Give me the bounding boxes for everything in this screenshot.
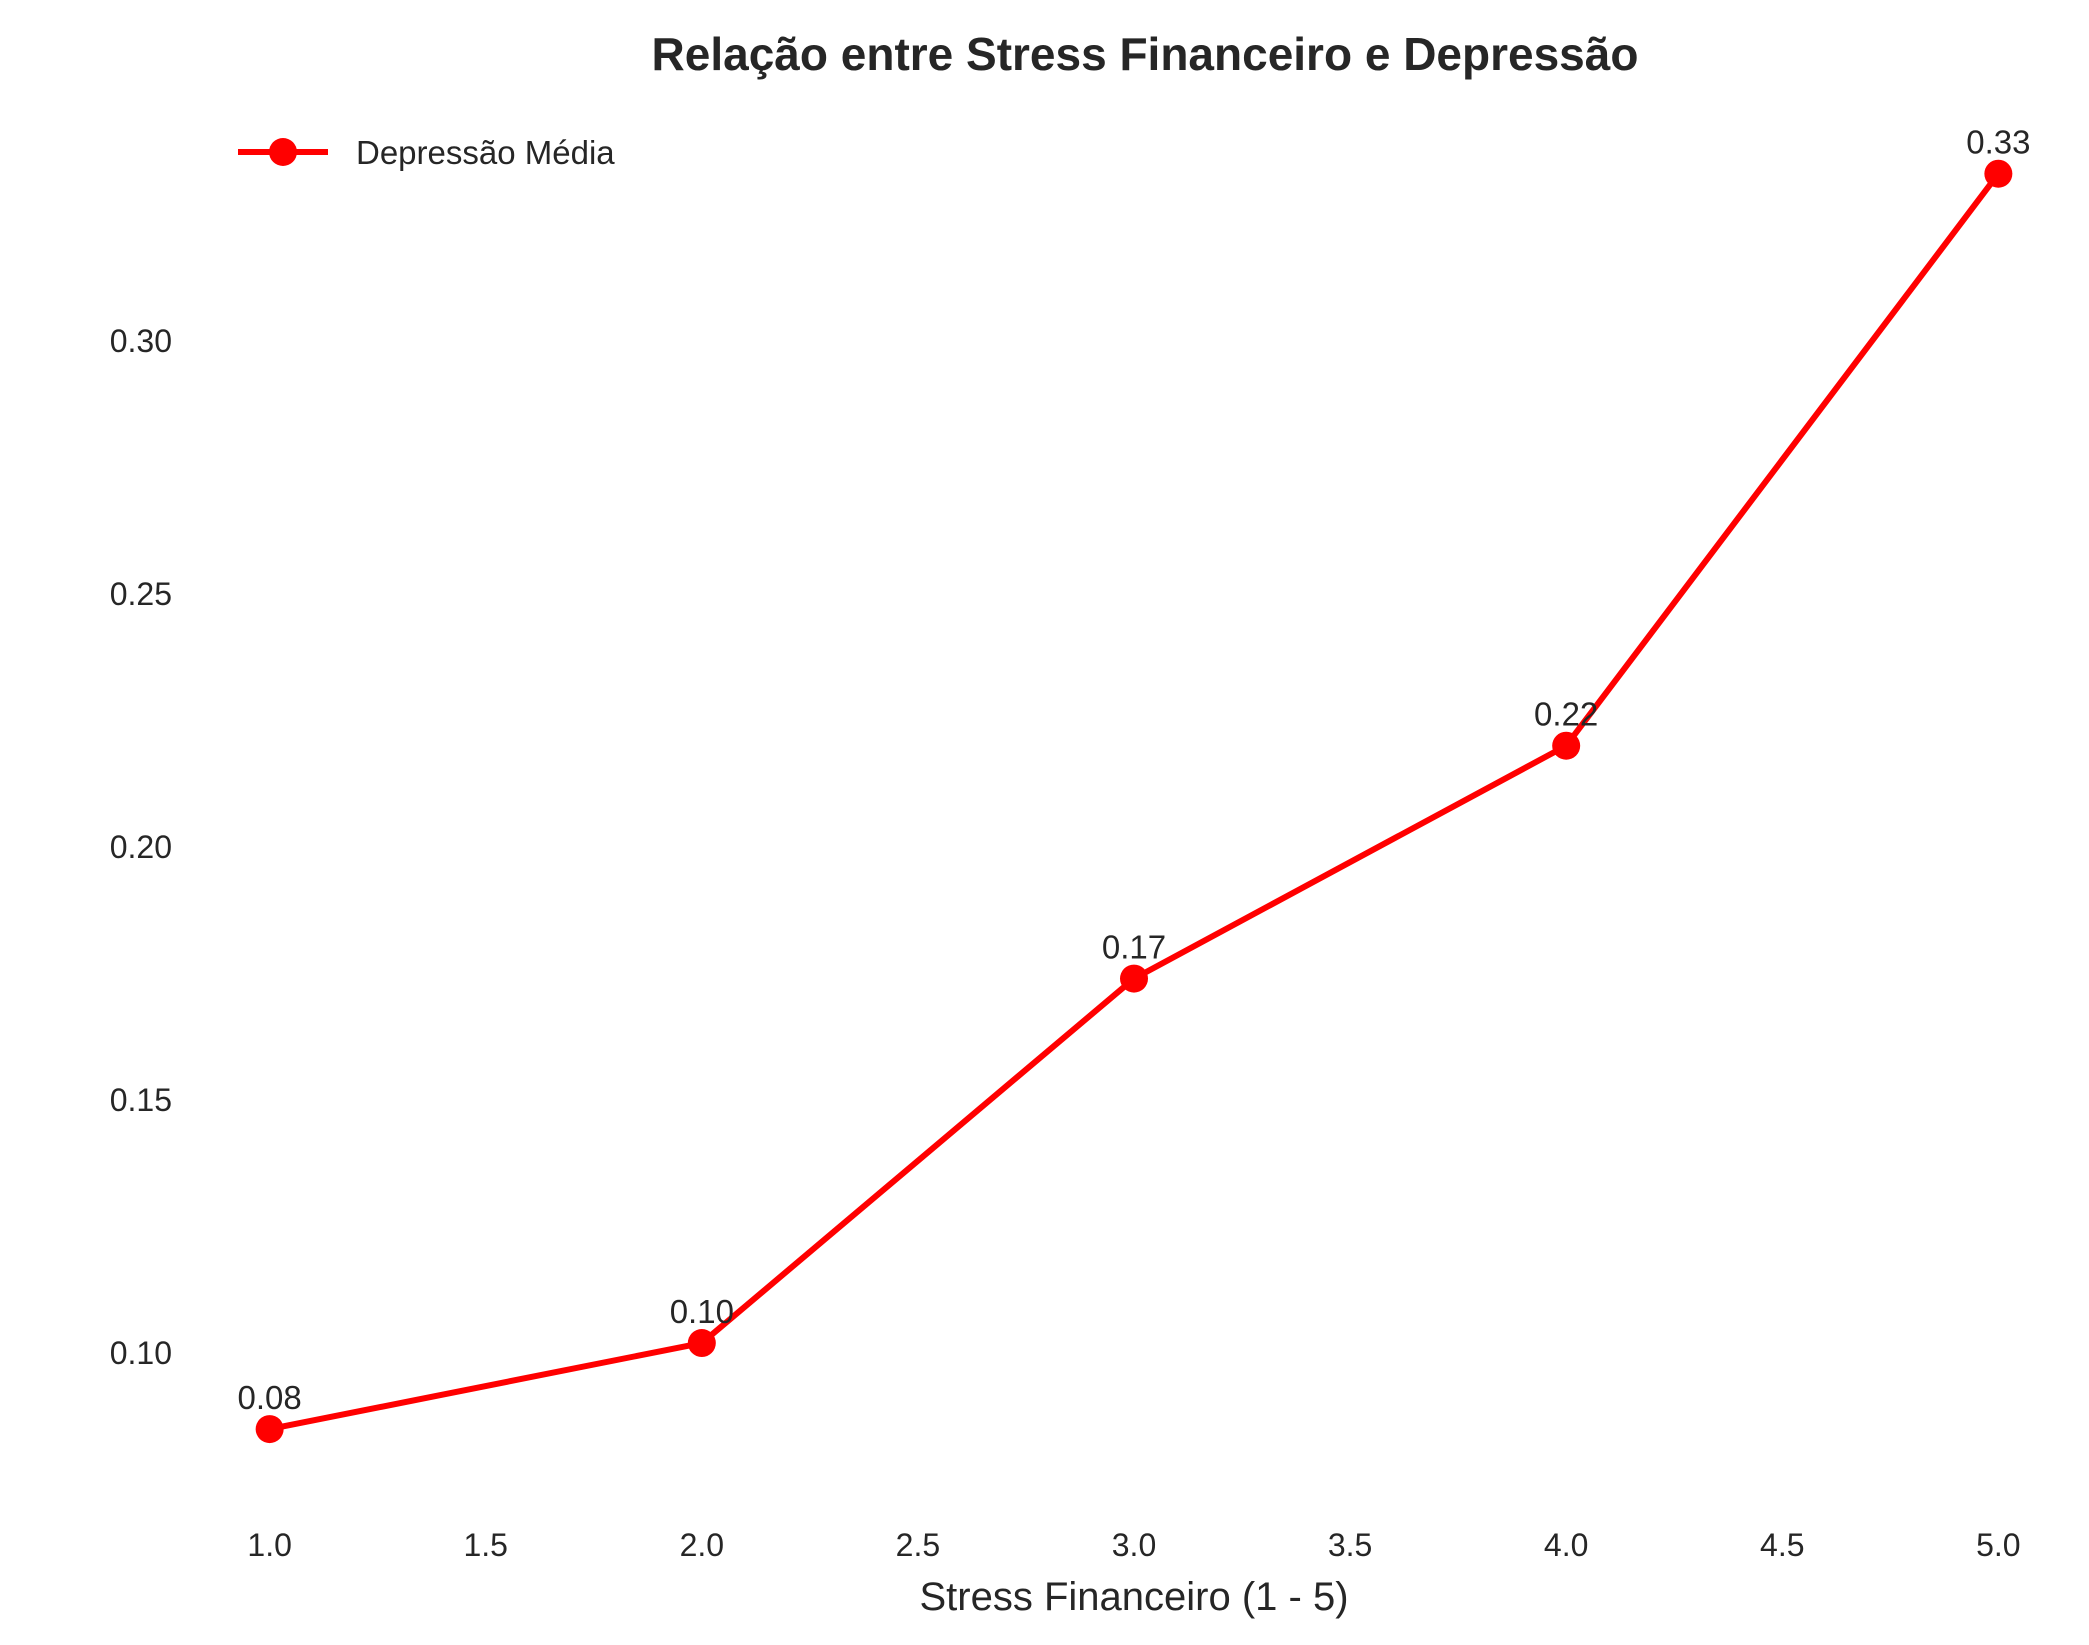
chart-title: Relação entre Stress Financeiro e Depres… <box>652 28 1639 80</box>
data-label: 0.22 <box>1534 696 1598 733</box>
x-axis-ticks: 1.0 1.5 2.0 2.5 3.0 3.5 4.0 4.5 5.0 <box>247 1527 2020 1563</box>
series-line <box>266 170 2002 1433</box>
series-group: 0.08 0.10 0.17 0.22 0.33 <box>238 124 2030 1444</box>
y-tick-label: 0.10 <box>110 1335 172 1371</box>
data-label: 0.17 <box>1102 929 1166 966</box>
y-tick-label: 0.15 <box>110 1082 172 1118</box>
y-tick-label: 0.25 <box>110 576 172 612</box>
legend-marker-swatch <box>269 138 297 166</box>
x-tick-label: 3.0 <box>1112 1527 1156 1563</box>
x-axis-label: Stress Financeiro (1 - 5) <box>919 1575 1348 1619</box>
legend-label: Depressão Média <box>356 134 615 171</box>
y-axis-ticks: 0.10 0.15 0.20 0.25 0.30 <box>110 323 172 1371</box>
data-point <box>1984 159 2013 188</box>
x-tick-label: 3.5 <box>1328 1527 1372 1563</box>
data-point <box>1120 964 1148 993</box>
data-label: 0.10 <box>670 1293 734 1330</box>
y-tick-label: 0.20 <box>110 829 172 865</box>
data-label: 0.33 <box>1966 124 2030 161</box>
data-point <box>1552 731 1581 760</box>
x-tick-label: 1.0 <box>247 1527 291 1563</box>
data-point <box>687 1329 716 1358</box>
legend: Depressão Média <box>238 134 615 171</box>
x-tick-label: 1.5 <box>463 1527 507 1563</box>
x-tick-label: 5.0 <box>1976 1527 2020 1563</box>
x-tick-label: 2.0 <box>680 1527 724 1563</box>
y-tick-label: 0.30 <box>110 323 172 359</box>
data-label: 0.08 <box>238 1379 302 1416</box>
x-tick-label: 4.0 <box>1544 1527 1588 1563</box>
data-point <box>255 1415 284 1444</box>
x-tick-label: 4.5 <box>1760 1527 1804 1563</box>
x-tick-label: 2.5 <box>896 1527 940 1563</box>
